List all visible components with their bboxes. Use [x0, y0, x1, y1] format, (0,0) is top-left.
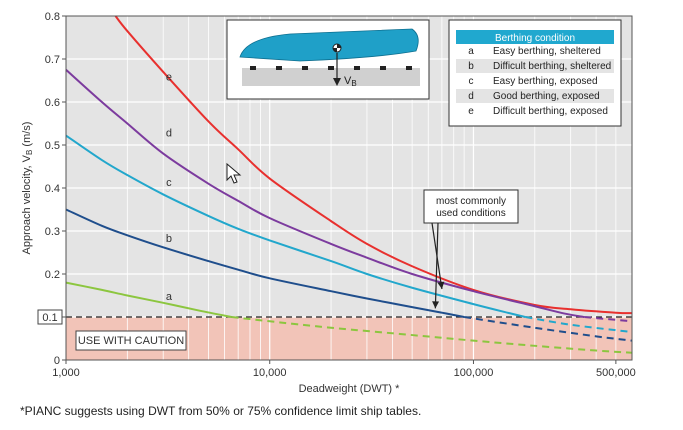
- series-d-extrapolated: [584, 316, 633, 323]
- series-group: [65, 15, 633, 354]
- curve-label-d: d: [166, 127, 172, 139]
- series-b-extrapolated: [463, 316, 633, 342]
- y-tick-highlight-box: [37, 309, 63, 325]
- svg-text:Good berthing, exposed: Good berthing, exposed: [493, 91, 600, 102]
- curve-label-b: b: [166, 233, 172, 245]
- velocity-label: VB: [344, 75, 357, 88]
- series-c-line: [65, 134, 526, 318]
- svg-text:a: a: [468, 46, 474, 57]
- curve-label-c: c: [166, 177, 172, 189]
- ship-hull: [239, 28, 419, 62]
- series-a-line: [65, 281, 232, 318]
- svg-text:Difficult berthing, sheltered: Difficult berthing, sheltered: [493, 61, 611, 72]
- svg-text:e: e: [468, 106, 474, 117]
- footnote: *PIANC suggests using DWT from 50% or 75…: [20, 404, 422, 418]
- legend-item-c: c Easy berthing, exposed: [469, 76, 598, 87]
- svg-text:d: d: [468, 91, 474, 102]
- legend-item-a: a Easy berthing, sheltered: [468, 46, 601, 57]
- svg-text:b: b: [468, 61, 474, 72]
- svg-text:used conditions: used conditions: [436, 208, 506, 219]
- x-tick-label: 10,000: [253, 367, 287, 379]
- y-tick-label: 0.6: [45, 97, 60, 109]
- fender-blocks: [250, 66, 412, 70]
- y-tick-label: 0.1: [42, 312, 57, 324]
- legend-item-e: e Difficult berthing, exposed: [468, 106, 608, 117]
- svg-text:USE WITH CAUTION: USE WITH CAUTION: [78, 335, 184, 347]
- x-axis-ticks: 1,000 10,000 100,000 500,000: [52, 360, 636, 379]
- curve-label-a: a: [166, 291, 173, 303]
- y-axis-title: Approach velocity, VB (m/s): [21, 122, 34, 255]
- legend-item-d: d Good berthing, exposed: [468, 91, 600, 102]
- curve-label-e: e: [166, 72, 172, 84]
- annotation-arrowhead: [432, 301, 440, 309]
- series-d-line: [65, 69, 585, 318]
- svg-text:Difficult berthing, exposed: Difficult berthing, exposed: [493, 106, 608, 117]
- mouse-cursor-icon: [226, 162, 242, 184]
- common-conditions-annotation: most commonly used conditions: [423, 189, 519, 309]
- legend: Berthing condition a Easy berthing, shel…: [448, 19, 622, 127]
- svg-text:c: c: [469, 76, 474, 87]
- legend-item-b: b Difficult berthing, sheltered: [468, 61, 611, 72]
- series-a-extrapolated: [231, 316, 633, 354]
- y-tick-label: 0.3: [45, 226, 60, 238]
- svg-text:Easy berthing, sheltered: Easy berthing, sheltered: [493, 46, 601, 57]
- annotation-arrow-b: [434, 222, 439, 309]
- annotation-arrowhead: [437, 281, 445, 290]
- y-tick-label: 0.5: [45, 140, 60, 152]
- y-tick-label: 0.7: [45, 54, 60, 66]
- annotation-arrows: [431, 222, 445, 309]
- x-tick-label: 500,000: [596, 367, 636, 379]
- caution-label: USE WITH CAUTION: [75, 330, 187, 351]
- berthing-inset: VB: [226, 19, 430, 100]
- y-tick-label: 0.2: [45, 269, 60, 281]
- y-tick-label: 0.8: [45, 11, 60, 23]
- berth-structure: [242, 68, 420, 86]
- y-tick-label: 0: [54, 355, 60, 367]
- x-tick-label: 1,000: [52, 367, 80, 379]
- series-e-line: [114, 15, 633, 315]
- svg-text:Easy berthing, exposed: Easy berthing, exposed: [493, 76, 598, 87]
- curve-labels: e d c b a: [166, 72, 173, 303]
- y-tick-label: 0.4: [45, 183, 60, 195]
- y-axis-ticks: 0 0.1 0.2 0.3 0.4 0.5 0.6 0.7 0.8: [37, 11, 66, 367]
- series-b-line: [65, 208, 465, 318]
- legend-title: Berthing condition: [495, 33, 575, 44]
- y-axis-title-subscript: B: [25, 150, 34, 155]
- legend-title-bg: [456, 30, 614, 44]
- svg-text:most commonly: most commonly: [436, 196, 506, 207]
- x-tick-label: 100,000: [454, 367, 494, 379]
- x-axis-title: Deadweight (DWT) *: [299, 383, 401, 395]
